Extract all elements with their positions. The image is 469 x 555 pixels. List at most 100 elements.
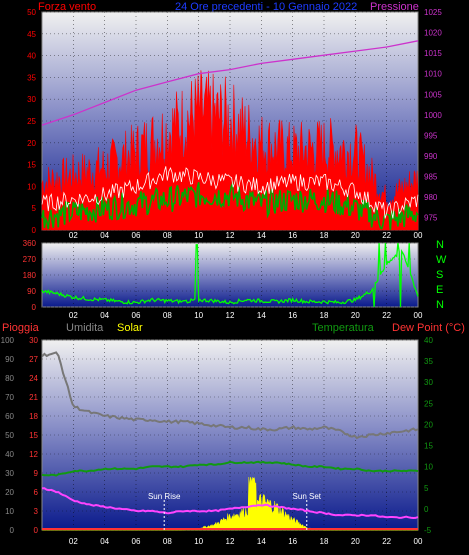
- dewpoint-tick-label: -5: [424, 526, 432, 535]
- series-temperature: [41, 460, 419, 477]
- wind-tick-label: 40: [27, 52, 36, 61]
- x-tick-label: 08: [163, 537, 172, 546]
- wind-tick-label: 5: [32, 204, 37, 213]
- pressure-tick-label: 1005: [424, 90, 442, 99]
- pressure-tick-label: 995: [424, 131, 438, 140]
- series-humidity: [41, 351, 419, 440]
- wind-axis-title: Forza vento: [38, 1, 96, 13]
- pressure-tick-label: 1010: [424, 70, 442, 79]
- x-tick-label: 04: [100, 231, 109, 240]
- dewpoint-axis-title: Dew Point (°C): [392, 322, 465, 334]
- compass-label: N: [436, 239, 444, 251]
- humidity-tick-label: 20: [5, 488, 14, 497]
- wind-tick-label: 15: [27, 161, 36, 170]
- sunset-label: Sun Set: [293, 492, 322, 501]
- rain-tick-label: 12: [29, 450, 38, 459]
- x-tick-label: 10: [194, 231, 203, 240]
- x-tick-label: 00: [414, 231, 423, 240]
- rain-tick-label: 15: [29, 431, 38, 440]
- series-speed: [41, 166, 419, 219]
- dewpoint-tick-label: 0: [424, 505, 429, 514]
- wind-tick-label: 50: [27, 8, 36, 17]
- direction-tick-label: 180: [23, 271, 37, 280]
- humidity-tick-label: 30: [5, 469, 14, 478]
- chart-title: 24 Ore precedenti - 10 Gennaio 2022: [175, 1, 357, 13]
- wind-tick-label: 20: [27, 139, 36, 148]
- rain-axis-title: Pioggia: [2, 322, 40, 334]
- x-tick-label: 02: [69, 537, 78, 546]
- dewpoint-tick-label: 35: [424, 357, 433, 366]
- temperature-axis-title: Temperatura: [312, 322, 375, 334]
- dewpoint-tick-label: 5: [424, 484, 429, 493]
- x-tick-label: 20: [351, 537, 360, 546]
- x-tick-label: 12: [226, 311, 235, 320]
- x-tick-label: 06: [132, 311, 141, 320]
- x-tick-label: 10: [194, 311, 203, 320]
- pressure-tick-label: 990: [424, 152, 438, 161]
- dewpoint-tick-label: 20: [424, 420, 433, 429]
- direction-tick-label: 270: [23, 255, 37, 264]
- pressure-tick-label: 1025: [424, 8, 442, 17]
- x-tick-label: 12: [226, 231, 235, 240]
- x-tick-label: 08: [163, 311, 172, 320]
- dewpoint-tick-label: 15: [424, 442, 433, 451]
- x-tick-label: 10: [194, 537, 203, 546]
- x-tick-label: 12: [226, 537, 235, 546]
- wind-tick-label: 0: [32, 226, 37, 235]
- x-tick-label: 14: [257, 537, 266, 546]
- wind-tick-label: 25: [27, 117, 36, 126]
- rain-tick-label: 24: [29, 374, 38, 383]
- x-tick-label: 14: [257, 231, 266, 240]
- pressure-tick-label: 985: [424, 173, 438, 182]
- compass-label: W: [436, 254, 447, 266]
- pressure-tick-label: 1015: [424, 49, 442, 58]
- humidity-tick-label: 40: [5, 450, 14, 459]
- wind-tick-label: 45: [27, 30, 36, 39]
- rain-tick-label: 30: [29, 336, 38, 345]
- rain-tick-label: 6: [34, 488, 39, 497]
- pressure-tick-label: 1020: [424, 29, 442, 38]
- dewpoint-tick-label: 30: [424, 378, 433, 387]
- x-tick-label: 00: [414, 311, 423, 320]
- series-average: [41, 180, 419, 230]
- wind-tick-label: 30: [27, 95, 36, 104]
- x-tick-label: 14: [257, 311, 266, 320]
- humidity-tick-label: 90: [5, 355, 14, 364]
- rain-tick-label: 27: [29, 355, 38, 364]
- x-tick-label: 16: [288, 231, 297, 240]
- compass-label: S: [436, 269, 443, 281]
- series-pressure: [41, 40, 419, 126]
- humidity-axis-title: Umidita: [66, 322, 104, 334]
- dewpoint-tick-label: 40: [424, 336, 433, 345]
- humidity-tick-label: 60: [5, 412, 14, 421]
- direction-tick-label: 0: [32, 303, 37, 312]
- humidity-tick-label: 0: [10, 526, 15, 535]
- compass-label: E: [436, 284, 443, 296]
- rain-tick-label: 18: [29, 412, 38, 421]
- x-tick-label: 06: [132, 231, 141, 240]
- x-tick-label: 22: [382, 231, 391, 240]
- pressure-tick-label: 975: [424, 214, 438, 223]
- x-tick-label: 16: [288, 537, 297, 546]
- series-wind-direction: [41, 242, 419, 308]
- x-tick-label: 08: [163, 231, 172, 240]
- x-tick-label: 20: [351, 311, 360, 320]
- x-tick-label: 16: [288, 311, 297, 320]
- dewpoint-tick-label: 10: [424, 463, 433, 472]
- x-tick-label: 06: [132, 537, 141, 546]
- direction-tick-label: 90: [27, 287, 36, 296]
- rain-tick-label: 0: [34, 526, 39, 535]
- sunrise-label: Sun Rise: [148, 492, 181, 501]
- x-tick-label: 20: [351, 231, 360, 240]
- x-tick-label: 02: [69, 231, 78, 240]
- x-tick-label: 04: [100, 311, 109, 320]
- pressure-tick-label: 1000: [424, 111, 442, 120]
- rain-tick-label: 9: [34, 469, 39, 478]
- rain-tick-label: 21: [29, 393, 38, 402]
- humidity-tick-label: 50: [5, 431, 14, 440]
- x-tick-label: 22: [382, 311, 391, 320]
- solar-axis-title: Solar: [117, 322, 143, 334]
- dewpoint-tick-label: 25: [424, 399, 433, 408]
